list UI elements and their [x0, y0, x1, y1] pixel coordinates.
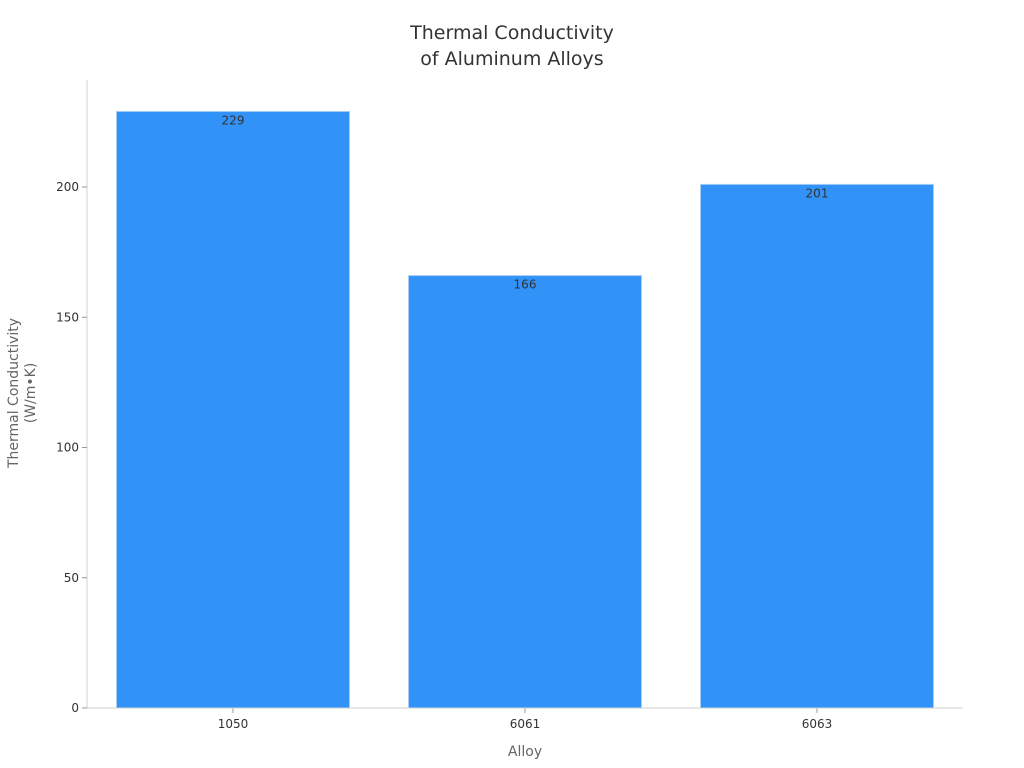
- data-label-1050: 229: [222, 113, 245, 127]
- data-label-6063: 201: [806, 186, 829, 200]
- x-tick-label-6061: 6061: [510, 717, 541, 731]
- y-tick-label-0: 0: [71, 701, 79, 715]
- bars-group: 229 166 201: [116, 110, 934, 709]
- y-axis-label-line-1: Thermal Conductivity: [6, 318, 22, 469]
- bar-6063: [700, 183, 934, 709]
- data-label-6061: 166: [514, 278, 537, 292]
- bar-1050: [116, 110, 350, 709]
- y-tick-label-150: 150: [56, 310, 79, 324]
- x-axis-label: Alloy: [508, 744, 542, 760]
- axes-group: 1050 6061 6063 0 50 100 150 200: [56, 80, 963, 731]
- chart-title-line-1: Thermal Conductivity: [410, 22, 614, 44]
- chart-title-line-2: of Aluminum Alloys: [420, 48, 604, 70]
- y-axis-label: Thermal Conductivity (W/m•K): [6, 318, 39, 469]
- x-tick-label-6063: 6063: [802, 717, 833, 731]
- y-axis-label-line-2: (W/m•K): [23, 363, 39, 424]
- x-tick-label-1050: 1050: [218, 717, 249, 731]
- y-tick-label-200: 200: [56, 180, 79, 194]
- bar-6061: [408, 275, 642, 709]
- chart-title: Thermal Conductivity of Aluminum Alloys: [0, 20, 1024, 72]
- y-tick-label-100: 100: [56, 441, 79, 455]
- y-tick-label-50: 50: [64, 571, 79, 585]
